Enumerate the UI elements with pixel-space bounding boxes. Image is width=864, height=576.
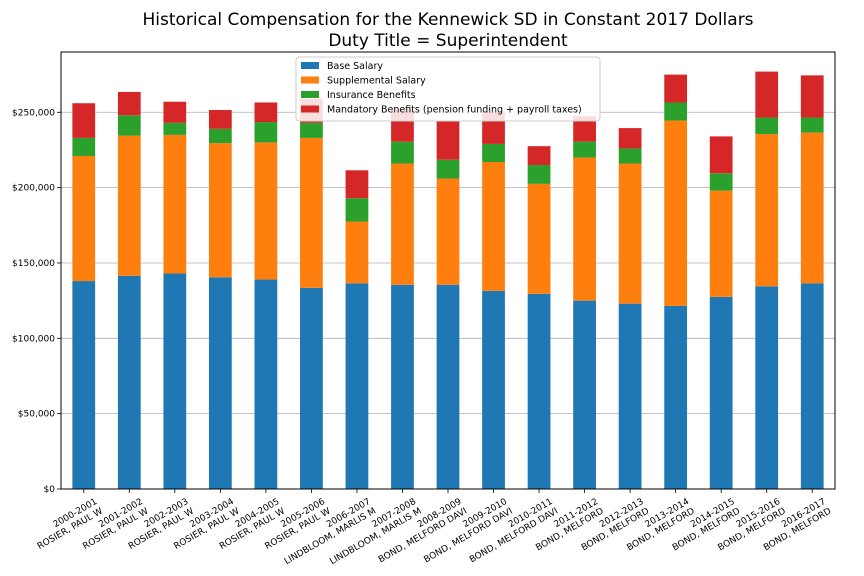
bar-segment-supplemental: [117, 135, 141, 276]
bar-segment-base: [391, 284, 414, 489]
bar-segment-supplemental: [300, 137, 323, 288]
bar-segment-base: [163, 273, 187, 489]
bar-segment-insurance: [755, 117, 779, 135]
legend-swatch: [301, 105, 319, 113]
chart-subtitle: Duty Title = Superintendent: [328, 31, 568, 51]
bar-segment-insurance: [482, 143, 505, 163]
bar-segment-insurance: [527, 165, 551, 184]
bar-segment-supplemental: [391, 163, 414, 285]
y-tick-label: $0: [44, 485, 56, 495]
y-tick-label: $200,000: [12, 184, 55, 194]
bar-segment-supplemental: [163, 134, 187, 274]
bar-segment-supplemental: [208, 143, 232, 278]
bar-segment-supplemental: [436, 178, 460, 285]
bar-segment-base: [117, 275, 141, 489]
bar-segment-supplemental: [254, 142, 278, 280]
x-axis: 2000-2001ROSIER, PAUL W2001-2002ROSIER, …: [36, 489, 833, 567]
bar-segment-base: [573, 300, 596, 489]
bar-segment-insurance: [709, 173, 733, 191]
bar-segment-mandatory: [527, 146, 551, 166]
chart-title: Historical Compensation for the Kennewic…: [142, 10, 753, 30]
legend-box: [295, 56, 601, 122]
bar-segment-insurance: [300, 122, 323, 138]
legend: Base Salary Supplemental Salary Insurance …: [295, 56, 601, 122]
bar-segment-supplemental: [527, 183, 551, 294]
bar-segment-mandatory: [436, 120, 460, 160]
bar-segment-insurance: [208, 128, 232, 144]
legend-swatch: [301, 62, 319, 69]
legend-swatch: [301, 76, 319, 84]
y-axis: $0 $50,000 $100,000 $150,000 $200,000 $250,00…: [12, 108, 61, 495]
bar-segment-supplemental: [618, 163, 642, 304]
bar-segment-supplemental: [755, 134, 779, 287]
bar-segment-mandatory: [163, 101, 187, 123]
bar-segment-supplemental: [72, 155, 96, 282]
bar-segment-base: [527, 293, 551, 489]
bar-segment-mandatory: [208, 110, 232, 129]
bar-segment-mandatory: [345, 170, 369, 199]
bar-segment-base: [800, 283, 824, 489]
legend-swatch: [301, 91, 319, 98]
y-tick-label: $150,000: [12, 259, 55, 269]
legend-label: Supplemental Salary: [327, 76, 426, 87]
bar-segment-base: [755, 286, 779, 489]
bar-segment-mandatory: [800, 75, 824, 118]
bar-segment-supplemental: [573, 157, 596, 301]
bar-segment-insurance: [163, 122, 187, 135]
bar-segment-supplemental: [664, 120, 688, 306]
bar-segment-insurance: [618, 148, 642, 164]
bar-segment-supplemental: [709, 190, 733, 297]
bar-segment-insurance: [664, 102, 688, 121]
bar-segment-insurance: [117, 115, 141, 136]
bar-segment-supplemental: [482, 162, 505, 291]
legend-label: Mandatory Benefits (pension funding + pa…: [327, 105, 582, 116]
bar-segment-insurance: [573, 141, 596, 158]
bar-segment-base: [618, 303, 642, 489]
bar-segment-mandatory: [573, 116, 596, 142]
bar-segment-base: [72, 281, 96, 489]
bar-segment-supplemental: [800, 132, 824, 284]
bar-segment-base: [300, 287, 323, 489]
bar-segment-mandatory: [709, 136, 733, 174]
bar-segment-base: [482, 290, 505, 489]
bar-segment-supplemental: [345, 221, 369, 284]
bar-segment-base: [664, 305, 688, 489]
y-tick-label: $100,000: [12, 334, 55, 344]
bar-segment-mandatory: [117, 91, 141, 116]
bar-segment-base: [208, 277, 232, 489]
y-tick-label: $50,000: [18, 410, 55, 420]
y-tick-label: $250,000: [12, 108, 55, 118]
bar-segment-base: [254, 279, 278, 489]
bar-segment-insurance: [72, 137, 96, 156]
bar-segment-mandatory: [72, 103, 96, 138]
bar-segment-mandatory: [618, 128, 642, 149]
legend-label: Base Salary: [327, 61, 383, 72]
bar-segment-mandatory: [664, 74, 688, 103]
bar-segment-base: [709, 296, 733, 489]
bar-segment-base: [345, 283, 369, 489]
bar-segment-insurance: [436, 159, 460, 179]
bar-segment-mandatory: [254, 102, 278, 123]
bar-segment-insurance: [800, 117, 824, 133]
bar-segment-insurance: [345, 198, 369, 222]
bar-segment-insurance: [391, 141, 414, 164]
legend-label: Insurance Benefits: [327, 90, 416, 101]
bar-segment-base: [436, 284, 460, 489]
bar-segment-mandatory: [755, 71, 779, 118]
bar-segment-insurance: [254, 122, 278, 143]
